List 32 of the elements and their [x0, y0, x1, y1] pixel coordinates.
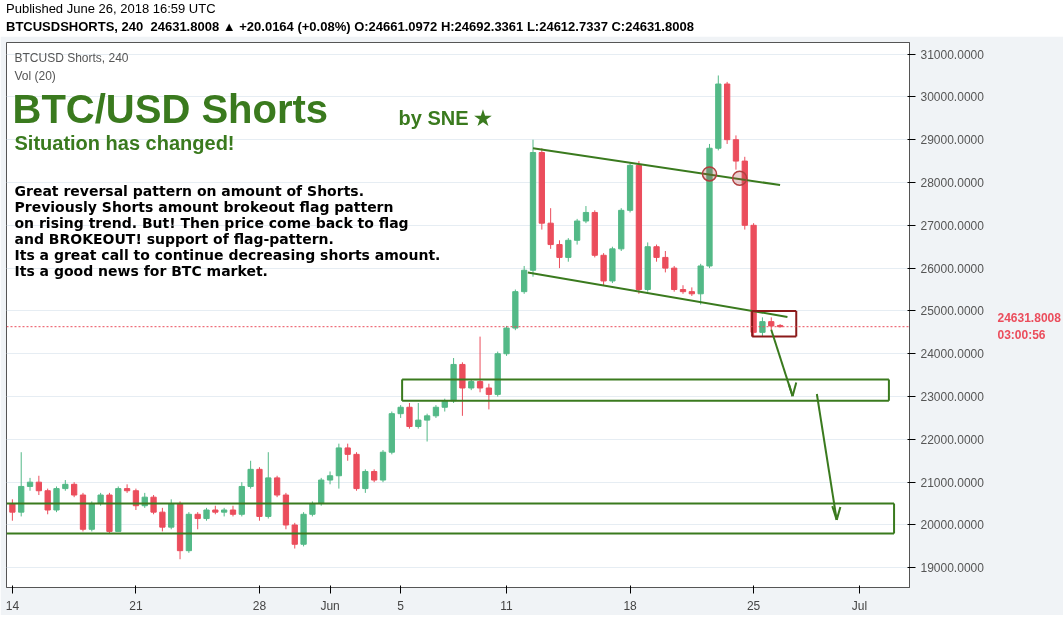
y-tick-label: 20000.0000 [920, 518, 985, 533]
text: BTC/USD Shorts [12, 86, 329, 131]
text: BTCUSDSHORTS, 240 24631.8008 ▲ +20.0164 (+0.08%) O:24661.0972 H:24692.3361 L:24612.7337 C:24631.8008 [6, 18, 694, 36]
y-tick-label: 23000.0000 [920, 390, 985, 405]
annotation: Vol (20) [14, 68, 56, 83]
x-tick-label: 11 [500, 598, 514, 613]
text: Published June 26, 2018 16:59 UTC [6, 0, 216, 18]
y-tick-label: 31000.0000 [920, 47, 985, 62]
y-tick-label: 29000.0000 [920, 133, 985, 148]
annotation: Great reversal pattern on amount of Shorts. Previously Shorts amount brokeout flag pattern on rising trend. But! Then price come back to flag and BROKEOUT! support of flag-pattern. Its a great call to continue decreasing shorts amount. Its a good news for BTC market. [14, 182, 441, 279]
x-tick-label: Jul [851, 598, 868, 613]
y-tick-label: 28000.0000 [920, 176, 985, 190]
y-tick-label: 21000.0000 [920, 475, 985, 490]
y-tick-label: 22000.0000 [920, 432, 985, 447]
x-tick-label: 18 [623, 598, 638, 613]
y-tick-label: 19000.0000 [920, 561, 985, 576]
x-tick-label: 5 [397, 598, 405, 613]
annotation: BTCUSD Shorts, 240 [14, 50, 129, 65]
ref-line-label: 24631.8008 [997, 311, 1062, 326]
x-tick-label: 25 [746, 598, 761, 613]
x-tick-label: 14 [5, 598, 20, 613]
x-tick-label: 21 [129, 598, 143, 613]
y-tick-label: 24000.0000 [920, 347, 985, 362]
y-tick-label: 26000.0000 [920, 261, 985, 276]
y-tick-label: 27000.0000 [920, 218, 985, 233]
y-tick-label: 30000.0000 [920, 90, 985, 105]
x-tick-label: 28 [252, 598, 267, 613]
y-tick-label: 25000.0000 [920, 304, 985, 319]
text: 03:00:56 [997, 328, 1046, 343]
annotation: by SNE ★ [398, 106, 493, 129]
text: Situation has changed! [14, 131, 235, 154]
x-tick-label: Jun [320, 598, 340, 613]
